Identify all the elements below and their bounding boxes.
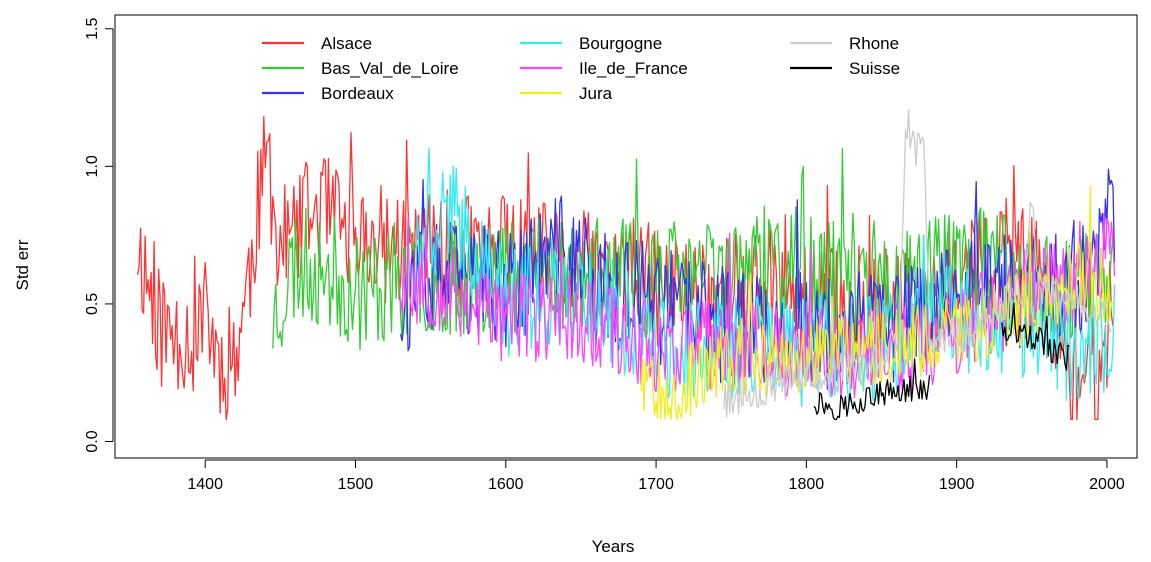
series-line-jura (640, 185, 1114, 421)
series-line-bordeaux (399, 168, 1116, 390)
series-line-rhone (723, 109, 1112, 418)
legend-label-bourgogne: Bourgogne (579, 34, 662, 53)
plot-border (114, 14, 1138, 459)
x-axis-label: Years (592, 537, 635, 556)
legend-label-jura: Jura (579, 84, 613, 103)
x-tick-label: 1700 (638, 476, 674, 493)
legend-label-bas-val-de-loire: Bas_Val_de_Loire (321, 59, 459, 78)
y-tick-label: 0.0 (84, 430, 101, 452)
y-axis-label: Std err (13, 239, 32, 290)
axis-layer: 1400 1500 1600 1700 1800 1900 2000 0.0 0.5 1.0 1.5 (84, 18, 1125, 493)
legend-label-suisse: Suisse (849, 59, 900, 78)
x-tick-label: 1400 (187, 476, 223, 493)
y-tick-label: 1.0 (84, 155, 101, 177)
series-line-suisse (813, 302, 1070, 421)
legend-label-ile-de-france: Ile_de_France (579, 59, 688, 78)
x-tick-label: 1900 (939, 476, 975, 493)
x-tick-label: 2000 (1089, 476, 1125, 493)
legend-label-rhone: Rhone (849, 34, 899, 53)
x-tick-label: 1800 (789, 476, 825, 493)
y-tick-label: 1.5 (84, 18, 101, 40)
legend: Alsace Bas_Val_de_Loire Bordeaux Bourgogne I… (262, 34, 900, 103)
legend-label-alsace: Alsace (321, 34, 372, 53)
y-tick-label: 0.5 (84, 293, 101, 315)
series-layer (136, 109, 1116, 421)
x-tick-label: 1500 (338, 476, 374, 493)
x-tick-label: 1600 (488, 476, 524, 493)
legend-label-bordeaux: Bordeaux (321, 84, 394, 103)
